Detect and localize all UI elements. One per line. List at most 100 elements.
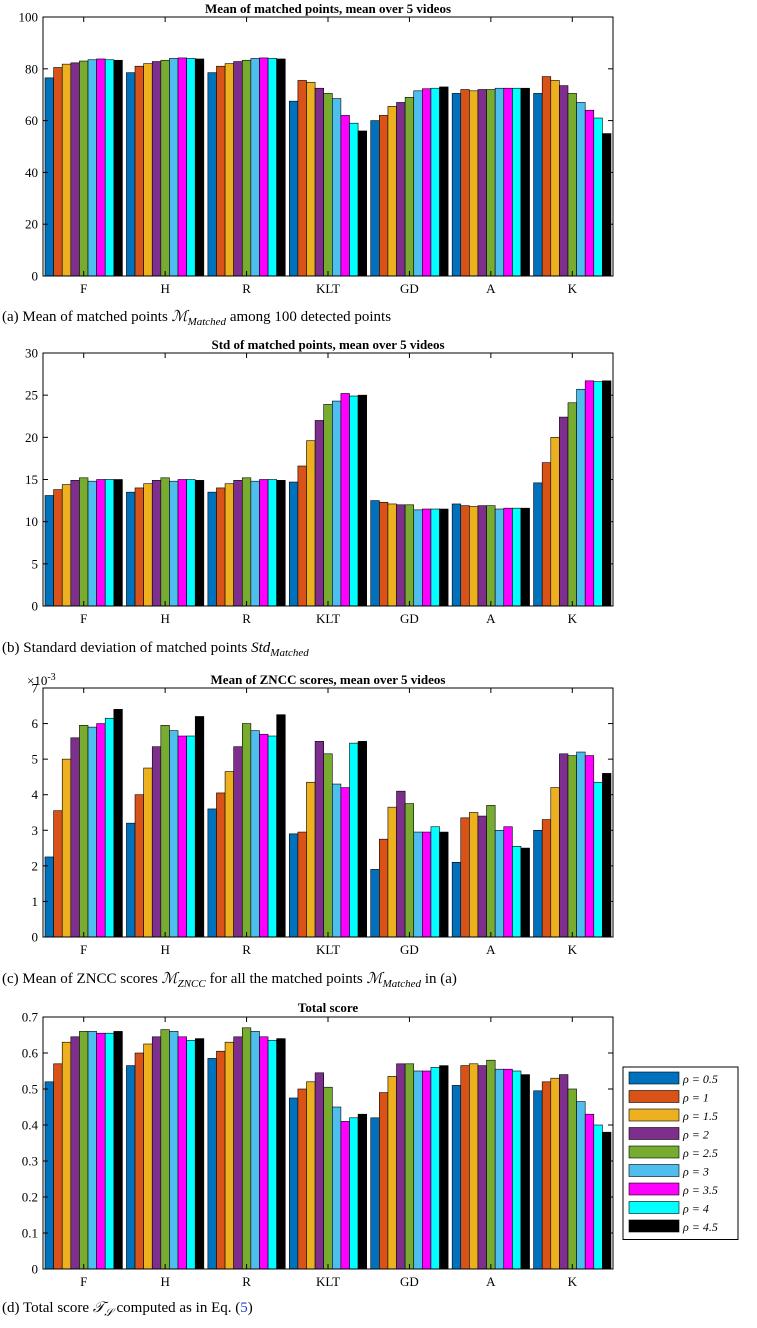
- bar: [430, 87, 440, 277]
- legend-entry: ρ = 0.5: [682, 1072, 718, 1086]
- bar: [79, 725, 89, 938]
- chart-3: Mean of ZNCC scores, mean over 5 videos 0…: [2, 672, 614, 990]
- bar: [44, 1081, 54, 1270]
- chart-1: Mean of matched points, mean over 5 vide…: [2, 1, 614, 328]
- bar: [160, 1029, 170, 1270]
- bar: [567, 755, 577, 938]
- legend-entry: ρ = 3.5: [682, 1183, 718, 1197]
- bar: [241, 723, 252, 938]
- bar: [477, 505, 487, 607]
- bar: [379, 501, 389, 607]
- bar: [297, 831, 307, 938]
- bar: [233, 746, 243, 938]
- bar: [494, 508, 505, 607]
- bar: [306, 81, 316, 277]
- y-tick-label: 10: [25, 514, 38, 529]
- bar: [314, 1072, 325, 1270]
- legend-swatch: [628, 1127, 680, 1140]
- bar: [177, 57, 187, 277]
- x-tick-label: R: [242, 1274, 251, 1289]
- bar: [323, 753, 333, 938]
- bar: [61, 1041, 72, 1270]
- bar: [439, 86, 449, 277]
- bar: [387, 106, 397, 277]
- bar: [602, 133, 612, 277]
- bar: [186, 1040, 196, 1270]
- bar: [469, 506, 479, 607]
- bar: [593, 1124, 603, 1270]
- bar: [567, 93, 577, 277]
- y-tick-label: 60: [25, 113, 38, 128]
- y-tick-label: 0.3: [22, 1154, 38, 1169]
- bar: [151, 480, 162, 607]
- x-tick-label: GD: [400, 942, 419, 957]
- bar: [79, 1031, 89, 1270]
- bar: [250, 480, 260, 607]
- bar: [460, 1065, 470, 1270]
- legend-swatch: [628, 1090, 680, 1103]
- x-tick-label: H: [160, 281, 169, 296]
- x-tick-label: KLT: [316, 1274, 340, 1289]
- bar: [331, 98, 342, 277]
- bar: [331, 1106, 342, 1270]
- bar: [584, 755, 595, 938]
- bar: [44, 77, 54, 277]
- bar: [151, 1036, 162, 1270]
- bar: [439, 1065, 449, 1270]
- bar: [267, 1040, 277, 1270]
- bar: [96, 58, 106, 277]
- bar: [276, 1038, 286, 1270]
- bar: [134, 1052, 144, 1270]
- bar: [233, 480, 243, 607]
- y-tick-label: 0.7: [22, 1010, 39, 1025]
- x-tick-label: F: [80, 1274, 87, 1289]
- bar: [169, 58, 179, 277]
- bar: [314, 87, 325, 277]
- bar: [370, 869, 380, 938]
- x-tick-label: K: [568, 281, 578, 296]
- bar: [413, 831, 423, 938]
- y-tick-label: 25: [25, 388, 38, 403]
- bar: [370, 120, 380, 277]
- bar: [288, 1097, 299, 1270]
- bar: [584, 109, 595, 277]
- bar: [340, 393, 350, 607]
- bar: [134, 794, 144, 938]
- y-tick-label: 5: [32, 752, 39, 767]
- bar: [323, 1086, 333, 1270]
- bar: [379, 838, 389, 938]
- bar: [267, 58, 277, 277]
- bar: [306, 440, 316, 607]
- bar: [430, 1067, 440, 1270]
- x-tick-label: GD: [400, 611, 419, 626]
- bar: [357, 130, 368, 277]
- x-tick-label: H: [160, 942, 169, 957]
- bar: [267, 735, 277, 938]
- bar: [477, 89, 487, 277]
- legend-swatch: [628, 1182, 680, 1196]
- bar: [134, 487, 144, 607]
- y-tick-label: 0.2: [22, 1190, 38, 1205]
- bar: [323, 93, 333, 277]
- bar: [404, 803, 415, 938]
- bar: [541, 1081, 552, 1270]
- bar: [53, 1063, 63, 1270]
- legend-entry: ρ = 2.5: [682, 1146, 718, 1160]
- bar: [169, 1031, 179, 1270]
- bar: [520, 507, 530, 607]
- bar: [53, 67, 63, 277]
- bar: [143, 1043, 153, 1270]
- bar: [512, 87, 522, 277]
- bar: [576, 751, 586, 938]
- bar: [593, 381, 603, 607]
- bar: [520, 87, 530, 277]
- bar: [70, 62, 80, 277]
- bar: [379, 1092, 389, 1270]
- bar: [177, 735, 187, 938]
- chart-2: Std of matched points, mean over 5 video…: [2, 337, 614, 659]
- bar: [430, 508, 440, 607]
- bar: [151, 746, 162, 938]
- bar: [357, 741, 368, 938]
- bar: [61, 758, 72, 938]
- bar: [584, 380, 595, 607]
